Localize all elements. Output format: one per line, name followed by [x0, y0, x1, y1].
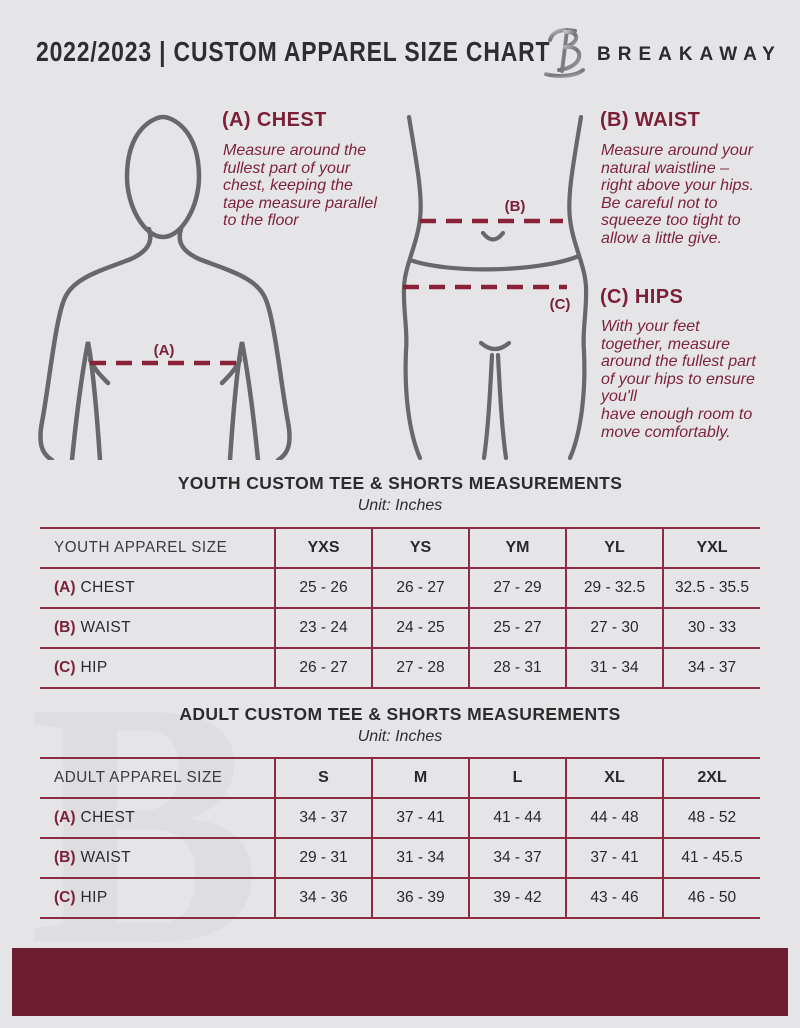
- cell: 26 - 27: [274, 648, 372, 688]
- table-row: (B) WAIST 29 - 31 31 - 34 34 - 37 37 - 41…: [40, 838, 760, 878]
- adult-unit-label: Unit: Inches: [357, 728, 443, 745]
- breakaway-logo-icon: [543, 24, 591, 80]
- lower-body-figure: (B) (C): [395, 115, 595, 460]
- table-row: (A) CHEST 34 - 37 37 - 41 41 - 44 44 - 48…: [40, 798, 760, 838]
- size-header: L: [468, 758, 566, 798]
- background-watermark-b: B: [28, 629, 262, 1017]
- table-header-row: YOUTH APPAREL SIZE YXS YS YM YL YXL: [40, 528, 760, 568]
- waist-figure-label: (B): [505, 198, 526, 215]
- cell: 32.5 - 35.5: [662, 568, 760, 608]
- adult-section-title: ADULT CUSTOM TEE & SHORTS MEASUREMENTS: [179, 704, 621, 724]
- brand-name: BREAKAWAY: [597, 44, 782, 65]
- cell: 34 - 36: [274, 878, 372, 918]
- size-header: M: [371, 758, 469, 798]
- table-row: (C) HIP 34 - 36 36 - 39 39 - 42 43 - 46 4…: [40, 878, 760, 918]
- adult-size-column-header: ADULT APPAREL SIZE: [54, 769, 223, 786]
- cell: 24 - 25: [371, 608, 469, 648]
- youth-size-column-header: YOUTH APPAREL SIZE: [54, 539, 228, 556]
- size-header: YM: [468, 528, 566, 568]
- row-key: (B): [54, 849, 76, 866]
- cell: 39 - 42: [468, 878, 566, 918]
- torso-outline: [38, 114, 292, 460]
- cell: 44 - 48: [565, 798, 663, 838]
- cell: 27 - 29: [468, 568, 566, 608]
- youth-size-table: YOUTH APPAREL SIZE YXS YS YM YL YXL (A) C…: [40, 527, 760, 689]
- size-header: S: [274, 758, 372, 798]
- size-header: 2XL: [662, 758, 760, 798]
- row-label: WAIST: [80, 619, 132, 636]
- chest-figure-label: (A): [154, 342, 175, 359]
- row-label: WAIST: [80, 849, 132, 866]
- chest-instruction-text: Measure around the fullest part of your …: [223, 142, 377, 230]
- cell: 34 - 37: [468, 838, 566, 878]
- table-header-row: ADULT APPAREL SIZE S M L XL 2XL: [40, 758, 760, 798]
- cell: 31 - 34: [371, 838, 469, 878]
- cell: 26 - 27: [371, 568, 469, 608]
- hips-instruction-title: (C) HIPS: [600, 286, 684, 308]
- row-label: HIP: [80, 889, 108, 906]
- cell: 25 - 26: [274, 568, 372, 608]
- cell: 31 - 34: [565, 648, 663, 688]
- table-row: (B) WAIST 23 - 24 24 - 25 25 - 27 27 - 30…: [40, 608, 760, 648]
- size-header: YS: [371, 528, 469, 568]
- cell: 23 - 24: [274, 608, 372, 648]
- footer-bar: [12, 948, 788, 1016]
- waist-instruction-title: (B) WAIST: [600, 109, 701, 131]
- table-row: (A) CHEST 25 - 26 26 - 27 27 - 29 29 - 32…: [40, 568, 760, 608]
- row-label: HIP: [80, 659, 108, 676]
- row-key: (A): [54, 809, 76, 826]
- size-header: YXS: [274, 528, 372, 568]
- cell: 41 - 45.5: [662, 838, 760, 878]
- cell: 41 - 44: [468, 798, 566, 838]
- row-label: CHEST: [80, 809, 136, 826]
- table-row: (C) HIP 26 - 27 27 - 28 28 - 31 31 - 34 3…: [40, 648, 760, 688]
- size-header: YL: [565, 528, 663, 568]
- cell: 34 - 37: [662, 648, 760, 688]
- waist-instruction-text: Measure around your natural waistline – …: [601, 142, 754, 247]
- cell: 43 - 46: [565, 878, 663, 918]
- youth-section-title: YOUTH CUSTOM TEE & SHORTS MEASUREMENTS: [177, 473, 623, 493]
- cell: 34 - 37: [274, 798, 372, 838]
- hips-instruction-text: With your feet together, measure around …: [601, 318, 756, 441]
- cell: 37 - 41: [565, 838, 663, 878]
- cell: 30 - 33: [662, 608, 760, 648]
- row-key: (C): [54, 659, 76, 676]
- youth-unit-label: Unit: Inches: [357, 497, 443, 514]
- cell: 25 - 27: [468, 608, 566, 648]
- size-header: YXL: [662, 528, 760, 568]
- adult-size-table: ADULT APPAREL SIZE S M L XL 2XL (A) CHEST…: [40, 757, 760, 919]
- row-key: (A): [54, 579, 76, 596]
- hips-figure-label: (C): [550, 296, 571, 313]
- size-header: XL: [565, 758, 663, 798]
- cell: 48 - 52: [662, 798, 760, 838]
- cell: 29 - 31: [274, 838, 372, 878]
- chest-instruction-title: (A) CHEST: [222, 109, 327, 131]
- row-key: (C): [54, 889, 76, 906]
- row-label: CHEST: [80, 579, 136, 596]
- row-key: (B): [54, 619, 76, 636]
- page-title: 2022/2023 | CUSTOM APPAREL SIZE CHART: [36, 36, 551, 67]
- cell: 36 - 39: [371, 878, 469, 918]
- cell: 27 - 28: [371, 648, 469, 688]
- cell: 28 - 31: [468, 648, 566, 688]
- hips-outline: [401, 115, 589, 460]
- upper-body-figure: (A): [20, 110, 310, 460]
- cell: 27 - 30: [565, 608, 663, 648]
- cell: 29 - 32.5: [565, 568, 663, 608]
- cell: 37 - 41: [371, 798, 469, 838]
- cell: 46 - 50: [662, 878, 760, 918]
